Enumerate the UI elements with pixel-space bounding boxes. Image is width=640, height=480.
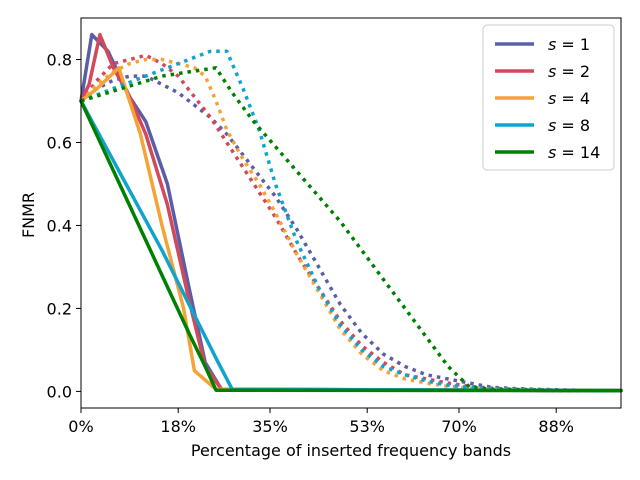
legend-label: s = 1 — [548, 35, 590, 54]
legend-label: s = 8 — [548, 116, 590, 135]
x-tick-label: 88% — [538, 417, 574, 436]
y-tick-label: 0.4 — [47, 216, 72, 235]
series-line-1 — [79, 74, 621, 393]
x-tick-label: 18% — [160, 417, 196, 436]
plot-frame — [80, 17, 622, 409]
series-line-9 — [80, 66, 621, 393]
series-line-2 — [79, 32, 623, 393]
y-axis-label: FNMR — [19, 192, 38, 238]
series-line-8 — [79, 99, 623, 393]
y-tick-label: 0.6 — [47, 133, 72, 152]
legend: s = 1 s = 2 s = 4 s = 8 s = 14 — [482, 24, 615, 171]
series-line-6 — [79, 99, 623, 393]
x-axis-label: Percentage of inserted frequency bands — [191, 441, 511, 460]
legend-label: s = 4 — [548, 89, 590, 108]
legend-label: s = 2 — [548, 62, 590, 81]
legend-label: s = 14 — [548, 143, 600, 162]
x-tick-label: 70% — [441, 417, 477, 436]
x-tick-label: 53% — [349, 417, 385, 436]
series-layer — [79, 32, 623, 393]
series-line-4 — [79, 66, 623, 393]
ticks-layer: 0% 18% 35% 53% 70% 88% 0.0 0.2 0.4 0.6 0.8 — [47, 50, 574, 436]
y-tick-label: 0.0 — [47, 382, 72, 401]
series-line-7 — [80, 49, 621, 393]
x-tick-label: 35% — [252, 417, 288, 436]
y-tick-label: 0.2 — [47, 299, 72, 318]
x-tick-label: 0% — [68, 417, 93, 436]
legend-frame — [482, 24, 615, 171]
y-tick-label: 0.8 — [47, 50, 72, 69]
